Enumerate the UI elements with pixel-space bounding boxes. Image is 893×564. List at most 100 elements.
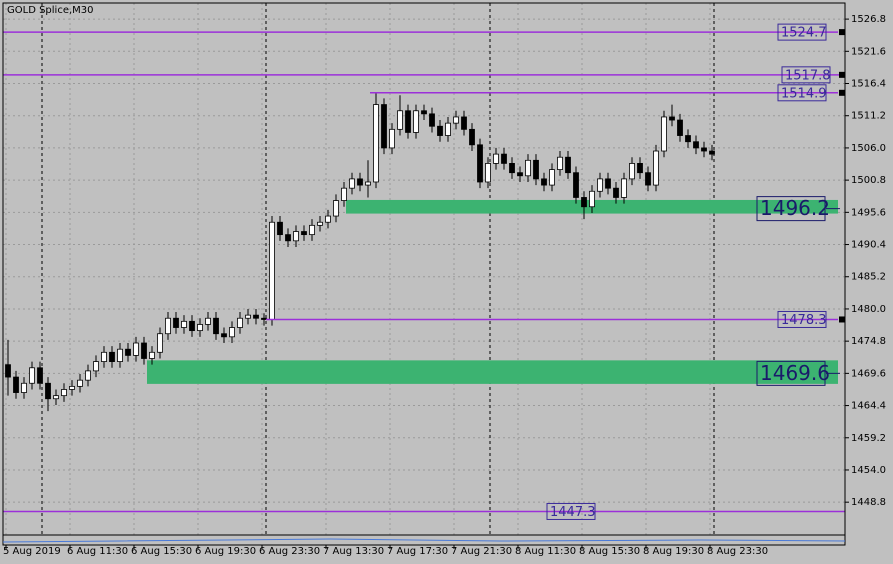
candle-body — [565, 156, 571, 174]
level-label-box — [777, 310, 827, 328]
candle-body — [621, 178, 627, 198]
candle-body — [237, 317, 243, 328]
candle-body — [277, 221, 283, 236]
y-tick-label: 1464.4 — [851, 401, 886, 412]
level-label: 1478.3 — [781, 313, 827, 328]
candle-body — [181, 320, 187, 328]
zone-label-box — [756, 360, 826, 386]
candle-body — [549, 169, 555, 186]
zone — [147, 360, 838, 384]
candle-body — [365, 181, 371, 186]
candle-body — [253, 314, 259, 319]
candle-body — [445, 122, 451, 136]
candle-body — [669, 116, 675, 121]
candle-body — [5, 364, 11, 378]
candle-body — [389, 128, 395, 149]
candle-body — [437, 125, 443, 136]
x-tick-label: 8 Aug 19:30 — [643, 546, 704, 557]
candle-body — [205, 317, 211, 325]
candle-body — [29, 367, 35, 384]
candle-body — [661, 116, 667, 152]
candle-body — [229, 327, 235, 338]
candle-body — [245, 314, 251, 319]
y-tick-label: 1454.0 — [851, 465, 886, 476]
candle-body — [269, 221, 275, 320]
candle-body — [453, 116, 459, 124]
level-label-box — [781, 66, 831, 84]
candle-body — [589, 190, 595, 208]
zone-label: 1469.6 — [760, 361, 830, 385]
candle-body — [709, 150, 715, 155]
candle-body — [53, 395, 59, 400]
candle-body — [469, 128, 475, 146]
candle-body — [285, 234, 291, 242]
candle-body — [189, 320, 195, 332]
candle-body — [533, 159, 539, 180]
level-label: 1517.8 — [785, 68, 831, 83]
candle-body — [157, 333, 163, 353]
y-tick-label: 1511.2 — [851, 111, 886, 122]
candle-body — [109, 351, 115, 362]
x-tick-label: 7 Aug 21:30 — [451, 546, 512, 557]
candle-body — [69, 385, 75, 390]
candle-body — [501, 153, 507, 164]
y-tick-label: 1506.0 — [851, 143, 886, 154]
candle-body — [301, 231, 307, 236]
price-marker — [839, 29, 845, 36]
y-tick-label: 1474.8 — [851, 336, 886, 347]
candle-body — [605, 178, 611, 189]
candle-body — [485, 163, 491, 183]
candle-body — [493, 153, 499, 164]
candle-body — [101, 351, 107, 362]
level-label: 1447.3 — [550, 505, 596, 520]
candle-body — [309, 224, 315, 236]
candle-body — [645, 172, 651, 186]
candle-body — [629, 163, 635, 180]
indicator-line — [2, 538, 846, 543]
candle-body — [45, 382, 51, 400]
candle-body — [333, 200, 339, 217]
candle-body — [117, 348, 123, 362]
x-tick-label: 6 Aug 23:30 — [259, 546, 320, 557]
candle-body — [557, 156, 563, 170]
level-label: 1514.9 — [781, 86, 827, 101]
candle-body — [541, 178, 547, 186]
x-tick-label: 6 Aug 19:30 — [195, 546, 256, 557]
candle-body — [685, 135, 691, 143]
candle-body — [677, 119, 683, 136]
candle-body — [213, 317, 219, 335]
candle-body — [221, 333, 227, 338]
zone-label-box — [756, 196, 826, 222]
candle-body — [325, 215, 331, 223]
x-tick-label: 7 Aug 17:30 — [387, 546, 448, 557]
candle-body — [653, 150, 659, 186]
candle-body — [597, 178, 603, 192]
y-tick-label: 1495.6 — [851, 207, 886, 218]
candle-body — [317, 221, 323, 226]
level-label-box — [777, 23, 827, 41]
candle-body — [165, 317, 171, 335]
candle-body — [173, 317, 179, 328]
candle-body — [13, 376, 19, 393]
chart-title: GOLD Splice,M30 — [7, 5, 94, 16]
candle-body — [149, 351, 155, 359]
candle-body — [349, 178, 355, 189]
candle-body — [357, 178, 363, 186]
zone-label: 1496.2 — [760, 196, 830, 220]
candle-body — [693, 141, 699, 149]
candle-body — [421, 110, 427, 115]
price-marker — [839, 71, 845, 78]
candle-body — [21, 382, 27, 393]
y-tick-label: 1459.2 — [851, 433, 886, 444]
candle-body — [381, 104, 387, 149]
candle-body — [517, 172, 523, 177]
candle-body — [341, 187, 347, 201]
candle-body — [293, 231, 299, 242]
level-label-box — [777, 84, 827, 102]
candle-body — [373, 104, 379, 183]
candle-body — [125, 348, 131, 356]
y-tick-label: 1516.4 — [851, 79, 886, 90]
y-tick-label: 1490.4 — [851, 240, 886, 251]
candle-body — [509, 163, 515, 174]
